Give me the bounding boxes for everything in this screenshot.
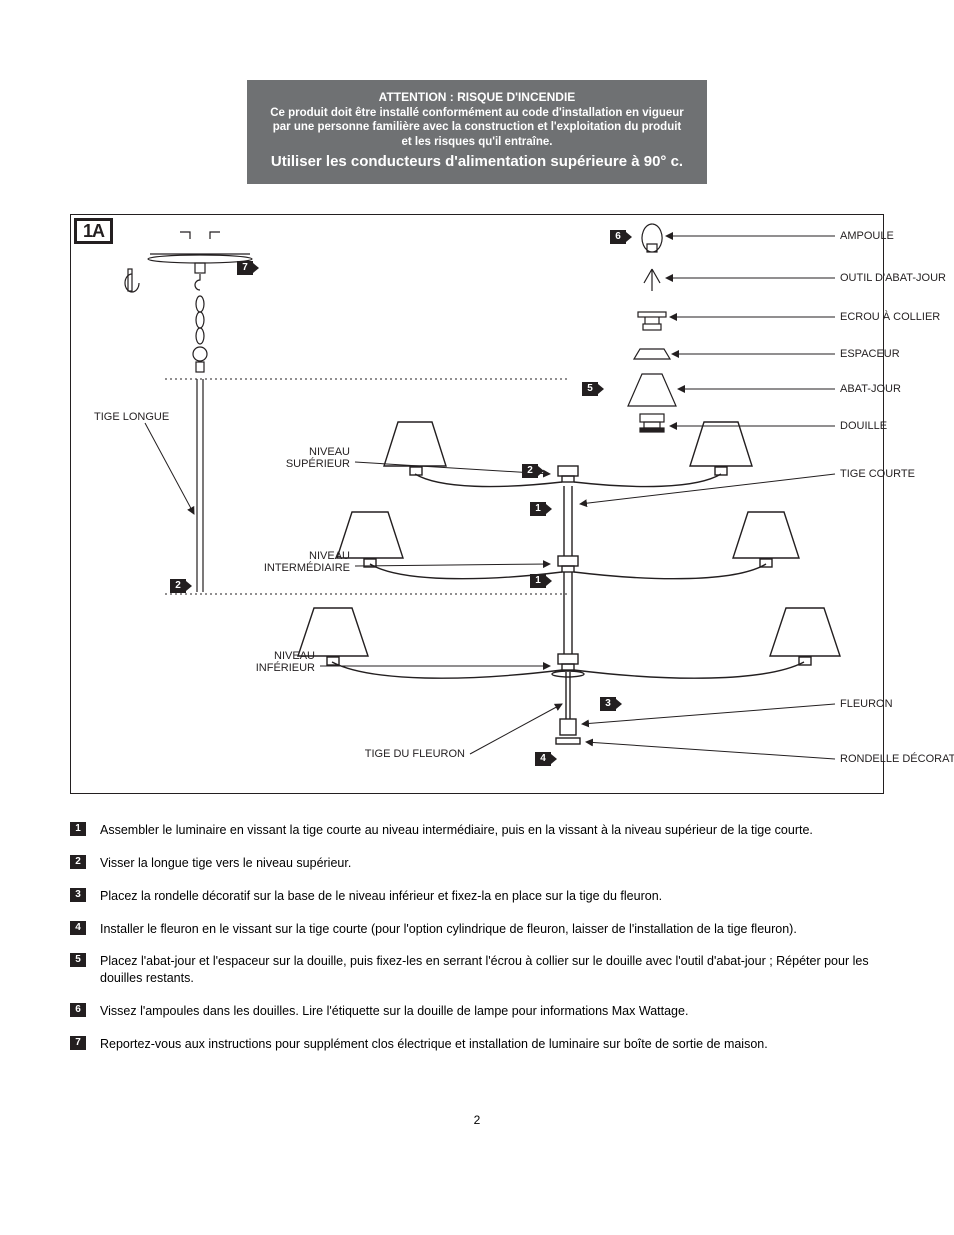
label-douille: DOUILLE xyxy=(840,420,887,432)
step-text-5: Placez l'abat-jour et l'espaceur sur la … xyxy=(100,953,884,987)
label-rondelle-decoratif: RONDELLE DÉCORATIF xyxy=(840,753,954,765)
label-fleuron: FLEURON xyxy=(840,698,893,710)
callout-6: 6 xyxy=(610,230,626,244)
label-niveau-inf-1: NIVEAU xyxy=(250,650,315,662)
page: ATTENTION : RISQUE D'INCENDIE Ce produit… xyxy=(0,0,954,1167)
label-outil-abat-jour: OUTIL D'ABAT-JOUR xyxy=(840,272,946,284)
label-niveau-sup-1: NIVEAU xyxy=(285,446,350,458)
step-num-3: 3 xyxy=(70,888,86,902)
callout-2a: 2 xyxy=(522,464,538,478)
step-3: 3 Placez la rondelle décoratif sur la ba… xyxy=(70,888,884,905)
step-text-3: Placez la rondelle décoratif sur la base… xyxy=(100,888,884,905)
step-4: 4 Installer le fleuron en le vissant sur… xyxy=(70,921,884,938)
warning-box: ATTENTION : RISQUE D'INCENDIE Ce produit… xyxy=(247,80,707,184)
label-espaceur: ESPACEUR xyxy=(840,348,900,360)
label-niveau-int-2: INTERMÉDIAIRE xyxy=(258,562,350,574)
page-number: 2 xyxy=(70,1113,884,1127)
callout-4: 4 xyxy=(535,752,551,766)
label-tige-fleuron: TIGE DU FLEURON xyxy=(350,748,465,760)
label-tige-courte: TIGE COURTE xyxy=(840,468,915,480)
callout-1a: 1 xyxy=(530,502,546,516)
callout-3: 3 xyxy=(600,697,616,711)
warning-body: Ce produit doit être installé conforméme… xyxy=(267,106,687,149)
step-text-7: Reportez-vous aux instructions pour supp… xyxy=(100,1036,884,1053)
instruction-steps: 1 Assembler le luminaire en vissant la t… xyxy=(70,822,884,1053)
step-num-1: 1 xyxy=(70,822,86,836)
step-5: 5 Placez l'abat-jour et l'espaceur sur l… xyxy=(70,953,884,987)
label-abat-jour: ABAT-JOUR xyxy=(840,383,901,395)
step-2: 2 Visser la longue tige vers le niveau s… xyxy=(70,855,884,872)
step-text-4: Installer le fleuron en le vissant sur l… xyxy=(100,921,884,938)
label-ampoule: AMPOULE xyxy=(840,230,894,242)
warning-emphasis: Utiliser les conducteurs d'alimentation … xyxy=(267,153,687,172)
step-num-6: 6 xyxy=(70,1003,86,1017)
callout-1b: 1 xyxy=(530,574,546,588)
step-num-5: 5 xyxy=(70,953,86,967)
label-tige-longue: TIGE LONGUE xyxy=(94,411,169,423)
step-num-4: 4 xyxy=(70,921,86,935)
callout-5: 5 xyxy=(582,382,598,396)
step-num-7: 7 xyxy=(70,1036,86,1050)
step-text-2: Visser la longue tige vers le niveau sup… xyxy=(100,855,884,872)
step-6: 6 Vissez l'ampoules dans les douilles. L… xyxy=(70,1003,884,1020)
step-text-6: Vissez l'ampoules dans les douilles. Lir… xyxy=(100,1003,884,1020)
step-text-1: Assembler le luminaire en vissant la tig… xyxy=(100,822,884,839)
warning-title: ATTENTION : RISQUE D'INCENDIE xyxy=(267,90,687,104)
diagram-svg xyxy=(70,214,884,794)
callout-7: 7 xyxy=(237,261,253,275)
assembly-diagram: 1A xyxy=(70,214,884,794)
callout-2b: 2 xyxy=(170,579,186,593)
label-niveau-sup-2: SUPÉRIEUR xyxy=(285,458,350,470)
step-1: 1 Assembler le luminaire en vissant la t… xyxy=(70,822,884,839)
step-num-2: 2 xyxy=(70,855,86,869)
label-ecrou-collier: ECROU À COLLIER xyxy=(840,311,940,323)
label-niveau-int-1: NIVEAU xyxy=(258,550,350,562)
label-niveau-inf-2: INFÉRIEUR xyxy=(250,662,315,674)
step-7: 7 Reportez-vous aux instructions pour su… xyxy=(70,1036,884,1053)
